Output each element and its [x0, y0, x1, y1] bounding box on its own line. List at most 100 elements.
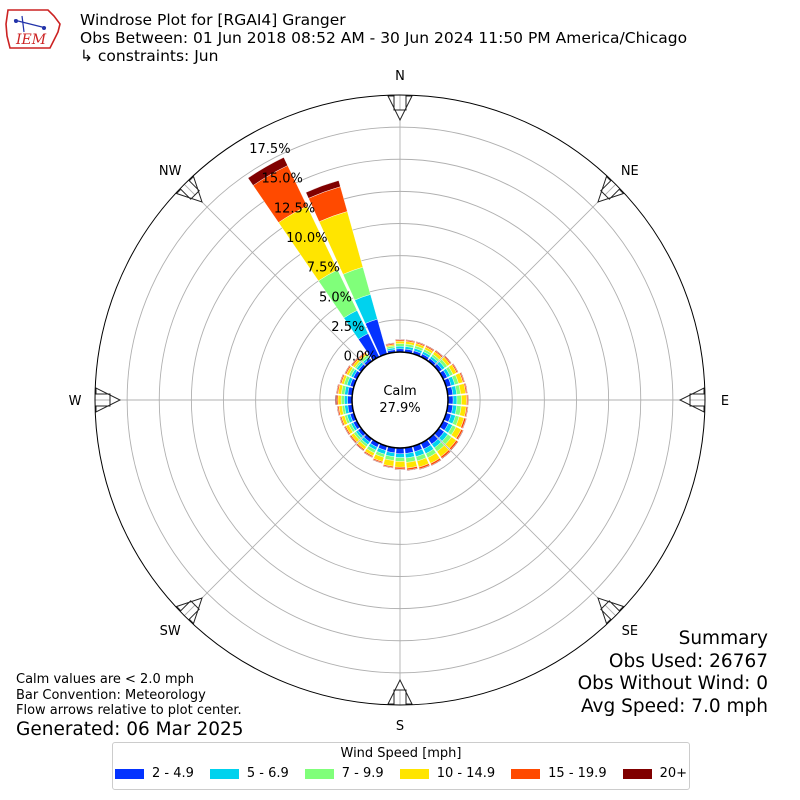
legend-item: 7 - 9.9 [304, 766, 384, 781]
legend-label: 15 - 19.9 [548, 766, 607, 781]
legend-label: 2 - 4.9 [151, 766, 194, 781]
windrose-bar-segment [452, 395, 458, 405]
windrose-bar-segment [435, 349, 444, 357]
windrose-bar-segment [395, 453, 405, 458]
radial-tick-label: 7.5% [307, 261, 340, 276]
windrose-bar-segment [343, 426, 350, 436]
windrose-bar-segment [394, 468, 406, 471]
windrose-bar-segment [372, 459, 383, 464]
radial-tick-label: 5.0% [319, 290, 352, 305]
notes-panel: Calm values are < 2.0 mph Bar Convention… [16, 672, 242, 719]
legend-label: 7 - 9.9 [341, 766, 384, 781]
windrose-bar-segment [425, 344, 435, 351]
windrose-bar-segment [457, 429, 464, 441]
radial-tick-labels: 0.0% 2.5% 5.0% 7.5% 10.0% 12.5% 15.0% 17.5% [249, 142, 376, 365]
legend-label: 10 - 14.9 [436, 766, 496, 781]
windrose-bar-segment [467, 394, 469, 406]
legend-swatch [209, 768, 239, 779]
calm-value: 27.9% [379, 401, 420, 416]
flow-arrow-icon [678, 387, 705, 413]
chart-constraints: ↳ constraints: Jun [80, 47, 219, 65]
windrose-bar-segment [340, 395, 345, 405]
legend-items: 2 - 4.9 5 - 6.9 7 - 9.9 10 - 14.9 15 - 19.9 2… [113, 766, 689, 781]
windrose-bar-segment [339, 416, 344, 427]
windrose-bar-segment [441, 450, 451, 460]
direction-label: NE [621, 164, 639, 179]
windrose-bar-segment [415, 341, 426, 346]
outer-ring [94, 94, 706, 706]
windrose-bar-segment [444, 355, 452, 364]
direction-label: E [721, 394, 729, 409]
grid-spoke [184, 433, 367, 616]
legend-item: 5 - 6.9 [209, 766, 289, 781]
windrose-bar-segment [337, 395, 342, 405]
windrose-bar-segment [336, 405, 340, 417]
flow-arrow-icon [597, 597, 625, 625]
legend-swatch [399, 768, 429, 779]
obs-used: Obs Used: 26767 [608, 650, 768, 672]
summary-heading: Summary [678, 628, 768, 649]
obs-without-wind: Obs Without Wind: 0 [577, 673, 768, 694]
windrose-bar-segment [350, 357, 358, 366]
windrose-bar-segment [339, 373, 344, 384]
flow-arrows-note: Flow arrows relative to plot center. [16, 703, 242, 718]
flow-arrow-icon [175, 175, 203, 203]
windrose-bar-segment [464, 382, 468, 394]
direction-labels: N NE E SE S SW W NW [69, 69, 730, 734]
summary-panel: Summary Obs Used: 26767 Obs Without Wind… [578, 628, 768, 718]
direction-label: N [395, 69, 405, 84]
windrose-bar-segment [395, 338, 405, 341]
legend-item: 20+ [622, 766, 687, 781]
legend-swatch [511, 768, 541, 779]
generated-date: Generated: 06 Mar 2025 [16, 719, 244, 740]
grid-spoke [184, 184, 367, 367]
windrose-bar-segment [450, 441, 459, 451]
flow-arrow-icon [387, 678, 413, 705]
windrose-bar-segment [406, 468, 418, 472]
windrose-bar-segment [462, 418, 467, 429]
direction-label: SE [622, 624, 638, 639]
radial-tick-label: 2.5% [331, 320, 364, 335]
windrose-bar-segment [305, 180, 341, 199]
windrose-bar-segment [247, 157, 288, 186]
legend-item: 2 - 4.9 [114, 766, 194, 781]
windrose-bar-segment [363, 452, 373, 459]
windrose-bar-segment [344, 395, 348, 405]
windrose-bar-segment [335, 394, 337, 406]
avg-speed: Avg Speed: 7.0 mph [580, 695, 768, 717]
calm-circle: Calm 27.9% [351, 351, 449, 449]
windrose-bar-segment [460, 371, 466, 383]
flow-arrow-icon [175, 597, 203, 625]
legend-swatch [622, 768, 652, 779]
windrose-bar-segment [461, 394, 467, 406]
windrose-bar-segment [336, 383, 339, 395]
radial-tick-label: 0.0% [344, 350, 377, 365]
direction-label: NW [159, 164, 182, 179]
legend-swatch [114, 768, 144, 779]
chart-subtitle: Obs Between: 01 Jun 2018 08:52 AM - 30 J… [80, 29, 688, 47]
windrose-bars [247, 157, 469, 472]
legend-item: 10 - 14.9 [399, 766, 496, 781]
legend-title: Wind Speed [mph] [340, 746, 462, 761]
radial-tick-label: 10.0% [286, 231, 327, 246]
radial-tick-label: 12.5% [274, 201, 315, 216]
chart-title: Windrose Plot for [RGAI4] Granger [80, 11, 346, 29]
windrose-bar-segment [358, 351, 366, 359]
bar-convention-note: Bar Convention: Meteorology [16, 687, 206, 703]
windrose-bar-segment [419, 465, 431, 470]
windrose-bar-segment [395, 340, 405, 345]
flow-arrow-icon [597, 175, 625, 203]
windrose-bar-segment [465, 406, 469, 418]
windrose-bar-segment [431, 459, 442, 467]
legend-label: 5 - 6.9 [246, 766, 289, 781]
windrose-bar-segment [395, 346, 405, 350]
calm-label: Calm [383, 384, 416, 399]
polar-grid [94, 94, 706, 706]
legend-item: 15 - 19.9 [511, 766, 607, 781]
windrose-bar-segment [344, 364, 351, 374]
logo-text: IEM [15, 32, 47, 48]
windrose-bar-segment [349, 435, 357, 444]
iem-logo: IEM [4, 6, 64, 52]
direction-label: SW [160, 624, 181, 639]
